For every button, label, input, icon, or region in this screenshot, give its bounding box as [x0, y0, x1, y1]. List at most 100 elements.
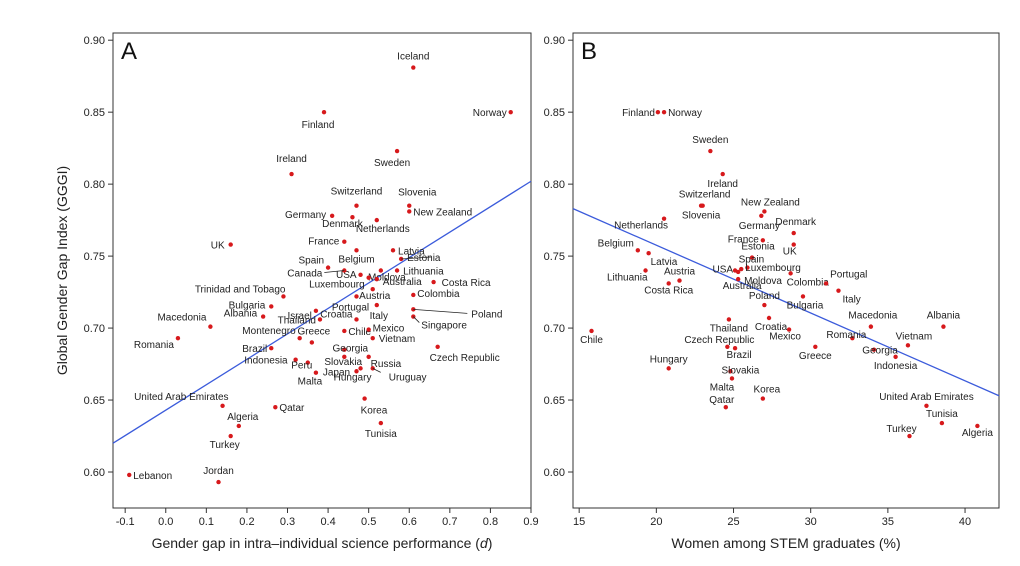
point-a-france [342, 239, 347, 244]
plot-frame [112, 32, 532, 509]
point-label-a-trinidad-and-tobago: Trinidad and Tobago [195, 284, 286, 295]
point-label-a-turkey: Turkey [210, 440, 240, 451]
point-b-austria [677, 278, 682, 283]
point-label-b-spain: Spain [739, 255, 765, 266]
point-label-a-jordan: Jordan [203, 466, 234, 477]
point-a-qatar [273, 405, 278, 410]
point-label-a-peru: Peru [291, 361, 312, 372]
point-b-mexico [786, 327, 792, 332]
point-label-b-vietnam: Vietnam [896, 331, 933, 342]
panel-label: A [121, 38, 137, 65]
point-label-b-algeria: Algeria [962, 428, 994, 439]
y-tick-label: 0.90 [544, 35, 565, 47]
point-label-b-czech-republic: Czech Republic [684, 335, 754, 346]
point-b-qatar [723, 405, 729, 410]
point-b-germany [759, 213, 764, 219]
point-label-b-chile: Chile [580, 335, 603, 346]
point-b-algeria [975, 423, 980, 429]
point-label-a-netherlands: Netherlands [356, 224, 410, 235]
point-a-spain [325, 265, 331, 270]
point-b-lithuania [643, 268, 648, 273]
point-a-netherlands [374, 217, 379, 223]
point-label-a-mexico: Mexico [373, 324, 405, 335]
point-label-b-france: France [728, 234, 760, 245]
leader-line [401, 256, 432, 260]
point-label-b-uk: UK [783, 247, 797, 258]
point-b-croatia [766, 315, 772, 321]
point-a-lithuania [394, 268, 400, 273]
point-b-belgium [635, 248, 641, 253]
point-label-b-romania: Romania [826, 330, 866, 341]
point-label-b-georgia: Georgia [862, 346, 898, 357]
point-label-a-romania: Romania [134, 340, 174, 351]
point-label-a-uruguay: Uruguay [389, 372, 427, 383]
point-label-a-norway: Norway [473, 108, 507, 119]
point-a-uk [228, 242, 233, 247]
panel-b: 0.60 0.65 0.70 0.75 0.80 0.85 0.90 15 20 25 30 35 40… [544, 32, 1000, 551]
x-tick-label: 0.9 [523, 516, 538, 528]
leader-line [324, 270, 345, 273]
y-axis-label: Global Gender Gap Index (GGGI) [54, 166, 70, 375]
point-a-malta [313, 370, 319, 375]
point-b-slovakia [728, 369, 733, 374]
point-b-hungary [666, 366, 671, 371]
point-label-a-greece: Greece [297, 326, 330, 337]
point-a-ireland [289, 171, 294, 177]
point-label-b-costa-rica: Costa Rica [644, 285, 693, 296]
point-label-b-moldova: Moldova [744, 276, 782, 287]
y-tick-label: 0.70 [84, 323, 105, 335]
point-label-b-thailand: Thailand [710, 323, 748, 334]
y-tick-label: 0.65 [84, 395, 105, 407]
point-a-italy [374, 302, 379, 308]
point-b-united-arab-emirates [924, 403, 929, 409]
point-label-b-tunisia: Tunisia [926, 409, 958, 420]
point-label-a-lebanon: Lebanon [133, 471, 172, 482]
point-label-a-slovenia: Slovenia [398, 188, 437, 199]
point-a-montenegro [297, 335, 302, 341]
point-label-b-ireland: Ireland [707, 179, 738, 190]
point-label-b-germany: Germany [739, 221, 780, 232]
x-tick-label: 0.3 [280, 516, 295, 528]
point-label-a-brazil: Brazil [242, 344, 267, 355]
point-b-finland [655, 109, 661, 115]
point-b-chile [589, 328, 594, 334]
point-label-a-new-zealand: New Zealand [413, 207, 472, 218]
x-tick-label: 0.0 [158, 516, 173, 528]
point-label-b-new-zealand: New Zealand [741, 197, 800, 208]
point-label-b-finland: Finland [622, 108, 655, 119]
panel-a: 0.60 0.65 0.70 0.75 0.80 0.85 0.90 -0.1 0.0 0.1 0.… [54, 32, 539, 551]
point-b-new-zealand [762, 209, 767, 214]
y-tick-label: 0.65 [544, 395, 565, 407]
point-label-a-france: France [308, 237, 340, 248]
point-label-b-italy: Italy [842, 295, 860, 306]
point-a-russia [366, 354, 371, 360]
point-label-a-croatia: Croatia [320, 309, 353, 320]
point-a-colombia [411, 292, 416, 298]
point-label-b-lithuania: Lithuania [607, 273, 648, 284]
point-label-a-italy: Italy [370, 311, 388, 322]
y-tick-label: 0.75 [544, 251, 565, 263]
point-label-a-uk: UK [211, 241, 225, 252]
point-b-slovenia [698, 203, 704, 208]
point-b-australia [735, 276, 741, 282]
x-tick-label: 15 [573, 516, 585, 528]
x-tick-label: 30 [805, 516, 817, 528]
point-a-norway [508, 109, 513, 115]
point-a-slovenia [407, 203, 412, 208]
point-a-usa [358, 272, 363, 278]
point-b-colombia [788, 271, 793, 276]
point-b-greece [813, 344, 818, 349]
point-label-a-georgia: Georgia [333, 344, 369, 355]
point-a-bulgaria [269, 304, 274, 309]
point-a-trinidad-and-tobago [281, 294, 286, 299]
point-a-portugal [354, 294, 359, 299]
point-label-b-netherlands: Netherlands [614, 221, 668, 232]
point-label-a-lithuania: Lithuania [403, 267, 444, 278]
point-b-bulgaria [800, 294, 806, 299]
point-label-a-japan: Japan [323, 367, 350, 378]
point-a-denmark [350, 215, 355, 220]
point-b-korea [760, 396, 766, 401]
point-a-iceland [411, 65, 416, 70]
point-label-b-austria: Austria [664, 267, 696, 278]
point-b-macedonia [868, 324, 874, 329]
